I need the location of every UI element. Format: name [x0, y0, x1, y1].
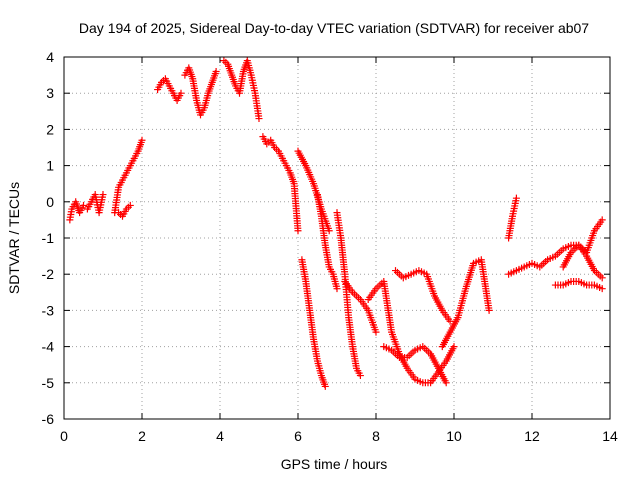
y-tick-label: 3: [46, 85, 54, 101]
data-point: [372, 328, 380, 336]
y-tick-label: 2: [46, 121, 54, 137]
y-tick-label: 4: [46, 49, 54, 65]
x-tick-label: 14: [602, 428, 618, 444]
y-tick-label: -4: [42, 339, 55, 355]
chart-title: Day 194 of 2025, Sidereal Day-to-day VTE…: [79, 20, 589, 36]
x-tick-label: 12: [524, 428, 540, 444]
data-point: [450, 343, 458, 351]
data-point: [321, 382, 329, 390]
y-tick-label: 1: [46, 158, 54, 174]
data-point: [99, 191, 107, 199]
y-tick-label: -3: [42, 302, 55, 318]
x-tick-label: 6: [294, 428, 302, 444]
x-tick-label: 0: [60, 428, 68, 444]
y-tick-label: -2: [42, 266, 55, 282]
data-point: [598, 274, 606, 282]
y-axis-label: SDTVAR / TECUs: [6, 182, 22, 294]
x-tick-label: 4: [216, 428, 224, 444]
y-tick-label: 0: [46, 194, 54, 210]
data-point: [333, 285, 341, 293]
data-point: [485, 306, 493, 314]
data-point: [325, 227, 333, 235]
data-point: [598, 216, 606, 224]
data-point: [255, 115, 263, 123]
x-tick-label: 8: [372, 428, 380, 444]
data-point: [512, 194, 520, 202]
y-tick-label: -5: [42, 375, 55, 391]
y-tick-label: -6: [42, 411, 55, 427]
grid: [64, 57, 610, 419]
data-point: [177, 89, 185, 97]
x-axis-label: GPS time / hours: [281, 456, 388, 472]
data-point: [80, 201, 87, 209]
data-point: [442, 379, 450, 387]
data-point: [598, 285, 606, 293]
data-point: [212, 67, 220, 75]
x-tick-label: 2: [138, 428, 146, 444]
data-point: [294, 227, 302, 235]
data-point: [126, 201, 134, 209]
data-point: [356, 372, 364, 380]
data-point: [138, 136, 146, 144]
x-tick-label: 10: [446, 428, 462, 444]
data-points: [66, 57, 606, 390]
y-tick-label: -1: [42, 230, 55, 246]
